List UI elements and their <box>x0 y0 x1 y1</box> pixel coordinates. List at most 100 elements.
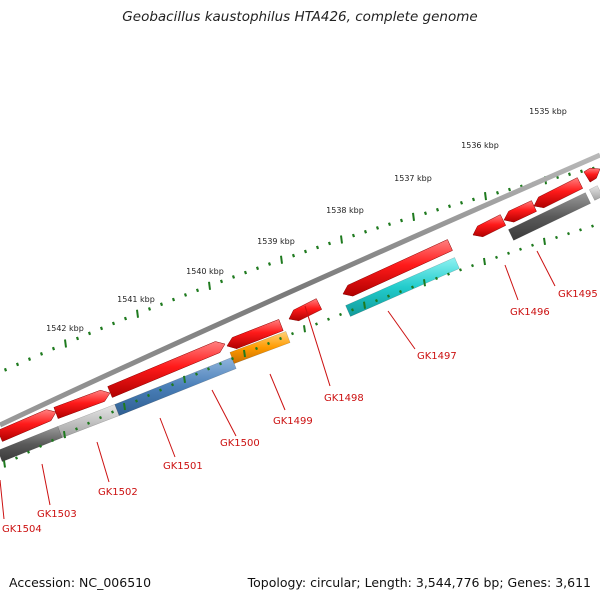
inner-tick <box>446 272 451 276</box>
scale-tick <box>231 275 236 279</box>
gene-label-gk1495: GK1495 <box>558 289 598 300</box>
inner-tick <box>38 444 43 448</box>
inner-tick <box>170 383 175 387</box>
scale-tick <box>375 226 380 230</box>
inner-tick <box>146 393 151 398</box>
inner-tick <box>98 415 103 420</box>
backbone-track <box>0 152 600 428</box>
inner-tick <box>554 235 559 240</box>
inner-tick <box>470 264 475 268</box>
inner-tick <box>434 276 439 281</box>
inner-tick <box>410 285 415 289</box>
gene-label-gk1501: GK1501 <box>163 461 203 472</box>
scale-tick <box>412 212 415 221</box>
inner-tick <box>458 268 463 272</box>
gene-label-gk1496: GK1496 <box>510 307 550 318</box>
inner-tick <box>278 336 283 341</box>
inner-tick <box>63 431 66 439</box>
gene-leader-line <box>96 441 110 483</box>
inner-tick <box>303 325 306 333</box>
scale-tick <box>340 235 343 244</box>
scale-tick <box>280 255 283 264</box>
inner-tick <box>86 421 91 425</box>
inner-tick <box>518 247 523 251</box>
scale-tick <box>447 204 452 209</box>
scale-tick <box>99 326 104 331</box>
inner-tick <box>483 257 486 266</box>
inner-tick <box>314 322 319 326</box>
inner-tick <box>123 402 126 411</box>
forward-gene-arrow <box>288 298 323 322</box>
scale-tick <box>87 331 92 336</box>
forward-gene-arrow <box>226 319 284 349</box>
inner-tick <box>74 427 79 431</box>
forward-gene-arrow <box>583 167 600 183</box>
inner-tick <box>338 312 343 317</box>
scale-tick <box>136 309 139 318</box>
scale-tick <box>484 191 487 201</box>
inner-tick <box>290 332 295 336</box>
inner-tick <box>26 450 31 454</box>
gene-leader-line <box>0 479 5 520</box>
scale-label: 1542 kbp <box>46 324 84 333</box>
gene-label-gk1500: GK1500 <box>220 438 260 449</box>
genome-stats-text: Topology: circular; Length: 3,544,776 bp… <box>247 575 591 590</box>
inner-tick <box>243 349 246 358</box>
inner-tick <box>14 456 19 460</box>
scale-label: 1536 kbp <box>461 141 499 150</box>
inner-tick <box>566 231 571 236</box>
inner-tick <box>590 224 595 228</box>
inner-tick <box>134 399 139 403</box>
gene-label-gk1503: GK1503 <box>37 509 77 520</box>
scale-label: 1540 kbp <box>186 267 224 276</box>
scale-tick <box>423 211 428 216</box>
scale-label: 1541 kbp <box>117 295 155 304</box>
scale-tick <box>195 288 200 293</box>
scale-tick <box>219 279 224 284</box>
scale-tick <box>303 249 308 254</box>
scale-tick <box>15 362 20 367</box>
gene-leader-line <box>504 264 519 301</box>
scale-tick <box>459 200 464 205</box>
scale-tick <box>183 293 188 297</box>
scale-tick <box>387 222 392 227</box>
scale-tick <box>363 229 368 234</box>
scale-tick <box>208 281 211 290</box>
inner-tick <box>494 255 499 259</box>
scale-tick <box>315 245 320 250</box>
accession-text: Accession: NC_006510 <box>9 575 152 590</box>
scale-label: 1539 kbp <box>257 237 295 246</box>
scale-label: 1535 kbp <box>529 107 567 116</box>
gene-label-gk1498: GK1498 <box>324 393 364 404</box>
forward-gene-arrow <box>472 214 507 238</box>
inner-tick-track <box>3 224 595 468</box>
gene-label-gk1504: GK1504 <box>2 524 42 535</box>
scale-track: 1535 kbp 1536 kbp 1537 kbp 1538 kbp 1539 kbp… <box>3 107 596 372</box>
scale-tick <box>507 187 512 192</box>
inner-tick <box>506 251 511 255</box>
inner-tick <box>350 308 355 312</box>
forward-gene-arrow <box>342 239 453 297</box>
inner-tick <box>423 279 426 287</box>
inner-tick <box>254 346 259 351</box>
gene-label-gk1502: GK1502 <box>98 487 138 498</box>
inner-tick <box>230 356 235 361</box>
inner-tick <box>543 237 546 245</box>
gene-leader-line <box>304 305 331 387</box>
gene-label-gk1497: GK1497 <box>417 351 457 362</box>
inner-tick <box>158 388 163 392</box>
scale-tick <box>147 307 152 311</box>
scale-tick <box>111 321 116 326</box>
inner-tick <box>3 460 6 468</box>
gene-leader-line <box>41 463 51 506</box>
inner-tick <box>530 243 535 247</box>
map-title: Geobacillus kaustophilus HTA426, complet… <box>122 9 478 25</box>
scale-tick <box>435 207 440 212</box>
scale-tick <box>64 339 67 348</box>
inner-tick <box>374 298 379 303</box>
scale-tick <box>399 218 404 223</box>
gene-leader-line <box>211 389 237 437</box>
scale-tick <box>123 316 128 321</box>
inner-tick <box>326 317 331 321</box>
scale-tick <box>579 169 584 174</box>
